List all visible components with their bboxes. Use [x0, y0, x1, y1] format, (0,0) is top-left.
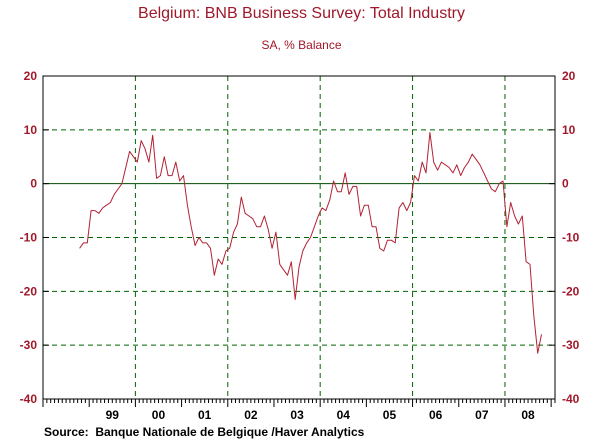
x-tick-label: 03 [290, 408, 304, 422]
source-note: Source: Banque Nationale de Belgique /Ha… [44, 425, 365, 439]
x-tick-label: 02 [244, 408, 258, 422]
y-tick-label-right: -30 [562, 338, 580, 352]
y-tick-label-right: 10 [562, 123, 576, 137]
y-tick-label-right: -10 [562, 231, 580, 245]
y-tick-label-left: 20 [24, 69, 38, 83]
y-tick-label-left: -10 [20, 231, 38, 245]
series-line [79, 132, 542, 354]
y-tick-label-right: -40 [562, 392, 580, 406]
x-tick-label: 05 [383, 408, 397, 422]
y-tick-label-right: -20 [562, 284, 580, 298]
x-tick-label: 01 [198, 408, 212, 422]
x-tick-label: 00 [152, 408, 166, 422]
x-tick-label: 08 [521, 408, 535, 422]
x-tick-label: 04 [337, 408, 351, 422]
x-tick-label: 07 [475, 408, 489, 422]
y-tick-label-left: 10 [24, 123, 38, 137]
y-tick-label-right: 0 [562, 177, 569, 191]
chart-subtitle: SA, % Balance [261, 38, 342, 52]
x-tick-label: 06 [429, 408, 443, 422]
chart-title: Belgium: BNB Business Survey: Total Indu… [138, 5, 465, 22]
y-tick-label-left: 0 [30, 177, 37, 191]
x-tick-label: 99 [106, 408, 120, 422]
y-tick-label-left: -40 [20, 392, 38, 406]
y-tick-label-left: -30 [20, 338, 38, 352]
y-tick-label-right: 20 [562, 69, 576, 83]
y-tick-label-left: -20 [20, 284, 38, 298]
